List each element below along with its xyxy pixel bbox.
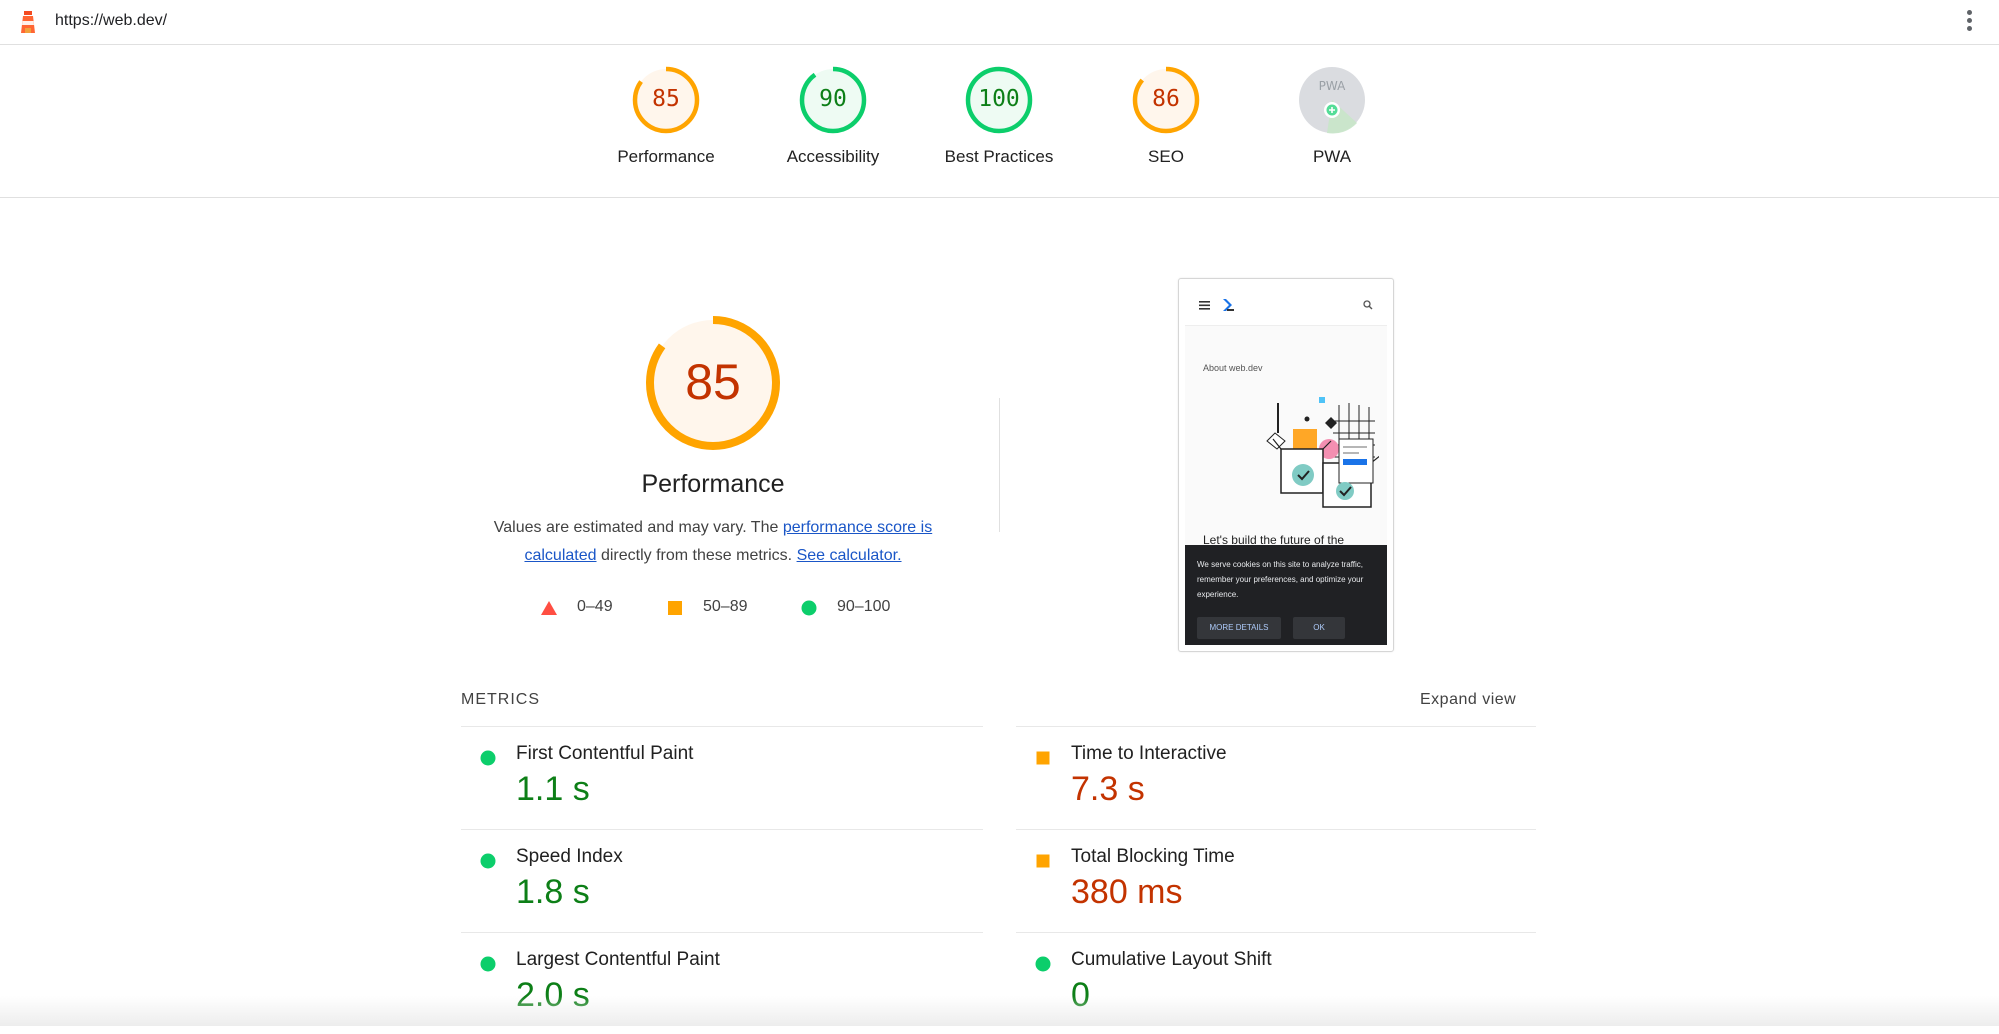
gauge-accessibility[interactable]: 90 Accessibility [763,65,903,167]
ok-button[interactable]: OK [1293,617,1345,639]
metric-label: Total Blocking Time [1071,846,1235,867]
legend-range: 90–100 [837,598,891,615]
gauge-score: 86 [1152,86,1180,112]
see-calculator-link[interactable]: See calculator. [796,547,902,564]
gauge-label: PWA [1312,147,1352,166]
gauge-label: Accessibility [786,147,880,166]
metric-value: 1.1 s [516,770,590,808]
lighthouse-logo-icon [21,11,35,33]
pass-circle-icon [480,956,496,972]
performance-title: Performance [641,470,785,498]
expand-view-toggle[interactable]: Expand view [1420,691,1517,708]
pass-circle-icon [480,853,496,869]
metrics-heading: METRICS [461,691,540,708]
search-icon [1363,300,1373,310]
divider [461,932,983,933]
performance-description: Values are estimated and may vary. The p… [470,514,956,570]
metric-label: First Contentful Paint [516,743,694,764]
more-details-button[interactable]: MORE DETAILS [1197,617,1281,639]
legend-range: 50–89 [703,598,748,615]
desc-text: Values are estimated and may vary. The [493,519,783,536]
metric-speed-index[interactable]: Speed Index 1.8 s [461,829,981,931]
gauge-seo[interactable]: 86 SEO [1096,65,1236,167]
report-url[interactable]: https://web.dev/ [55,12,168,29]
screenshot-heading: Let's build the future of the [1203,533,1345,547]
gauge-best-practices[interactable]: 100 Best Practices [929,65,1069,167]
gauge-label: Best Practices [944,147,1054,166]
gauge-ring [1132,66,1200,134]
gauge-score: 90 [819,86,847,112]
gauge-pwa[interactable]: PWA PWA [1262,65,1402,167]
average-square-icon [1036,751,1050,765]
metric-label: Time to Interactive [1071,743,1227,764]
final-screenshot[interactable]: About web.dev Let's build th [1178,278,1394,652]
score-summary: 85 Performance 90 Accessibility 100 Best… [0,45,1999,198]
divider [1016,829,1536,830]
divider [1016,726,1536,727]
metric-first-contentful-paint[interactable]: First Contentful Paint 1.1 s [461,726,981,828]
hero-illustration [1266,397,1379,508]
gauge-ring [799,66,867,134]
square-icon [668,601,682,615]
screenshot-about-text: About web.dev [1203,363,1263,373]
legend-fail: 0–49 [540,597,650,619]
gauge-ring [965,66,1033,134]
web-dev-logo-icon [1223,299,1234,311]
metric-value: 7.3 s [1071,770,1145,808]
pass-circle-icon [1035,956,1051,972]
divider [999,398,1000,532]
metric-label: Speed Index [516,846,623,867]
cookie-banner: We serve cookies on this site to analyze… [1185,545,1387,645]
metric-label: Cumulative Layout Shift [1071,949,1272,970]
cookie-text: We serve cookies on this site to analyze… [1197,560,1364,599]
gauge-label: SEO [1148,147,1184,166]
more-options-icon[interactable] [1965,8,1973,36]
divider [461,726,983,727]
metric-value: 1.8 s [516,873,590,911]
pwa-badge-icon: PWA [1299,67,1365,134]
legend-pass: 90–100 [801,597,921,619]
screenshot-page: About web.dev Let's build th [1185,285,1387,645]
gauge-score: 100 [978,86,1020,112]
performance-gauge: 85 [645,315,781,451]
performance-score: 85 [685,354,741,410]
hamburger-menu-icon [1199,301,1210,310]
metric-total-blocking-time[interactable]: Total Blocking Time 380 ms [1016,829,1536,931]
pwa-badge-text: PWA [1319,79,1346,93]
divider [1016,932,1536,933]
legend-average: 50–89 [667,597,777,619]
desc-text: directly from these metrics. [596,547,797,564]
metric-label: Largest Contentful Paint [516,949,720,970]
top-bar: https://web.dev/ [0,0,1999,45]
divider [461,829,983,830]
legend-range: 0–49 [577,598,613,615]
gauge-performance[interactable]: 85 Performance [596,65,736,167]
bottom-shadow [0,996,1999,1026]
pass-circle-icon [480,750,496,766]
gauge-label: Performance [617,147,715,166]
circle-icon [801,600,817,616]
gauge-ring [632,66,700,134]
gauge-score: 85 [652,86,680,112]
screenshot-header [1185,285,1387,326]
triangle-icon [541,601,557,615]
gauge-ring [646,316,780,450]
metric-value: 380 ms [1071,873,1183,911]
average-square-icon [1036,854,1050,868]
performance-score-link[interactable]: performance score is calculated [524,519,933,564]
metric-time-to-interactive[interactable]: Time to Interactive 7.3 s [1016,726,1536,828]
